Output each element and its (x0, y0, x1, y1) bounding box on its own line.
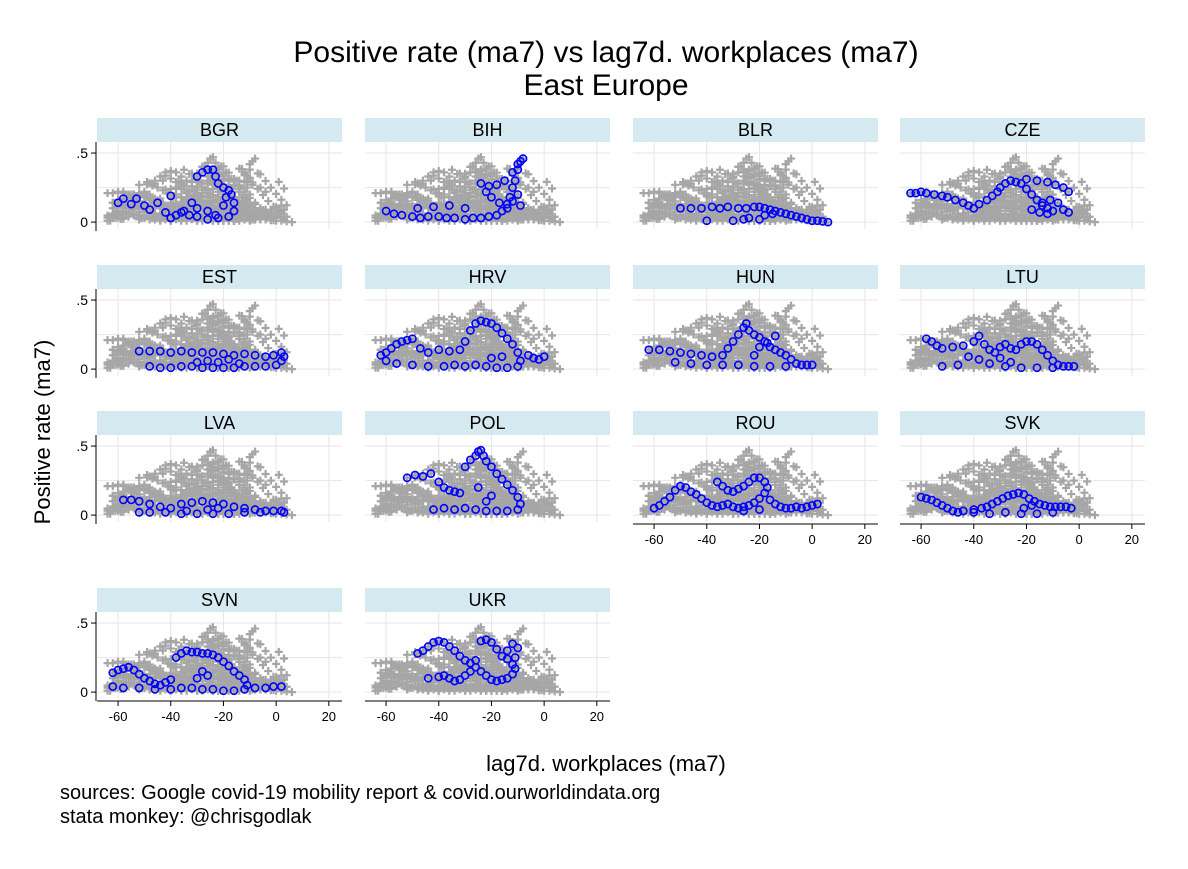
background-point (808, 190, 816, 198)
background-point (824, 365, 832, 373)
background-point (167, 167, 175, 175)
panel-title: EST (202, 267, 237, 287)
background-point (808, 337, 816, 345)
background-point (377, 336, 385, 344)
background-point (556, 365, 564, 373)
background-point (645, 336, 653, 344)
y-tick-label: .5 (76, 292, 88, 308)
background-point (435, 314, 443, 322)
background-point (813, 196, 821, 204)
background-point (377, 189, 385, 197)
x-axis-label: lag7d. workplaces (ma7) (486, 751, 726, 776)
background-point (530, 324, 538, 332)
background-point (1080, 196, 1088, 204)
author-note: stata monkey: @chrisgodlak (60, 806, 313, 828)
background-point (267, 184, 275, 192)
background-point (1083, 184, 1091, 192)
panel-title: BLR (738, 120, 773, 140)
background-point (172, 315, 180, 323)
background-point (288, 365, 296, 373)
panel-bgr: BGR 0 .5 (76, 118, 342, 231)
background-point (803, 331, 811, 339)
source-note: sources: Google covid-19 mobility report… (60, 782, 660, 804)
background-point (109, 189, 117, 197)
panel-title: CZE (1005, 120, 1041, 140)
background-point (703, 314, 711, 322)
background-point (262, 324, 270, 332)
background-point (708, 315, 716, 323)
background-point (548, 331, 556, 339)
background-point (816, 184, 824, 192)
background-point (1075, 190, 1083, 198)
panel-est: EST 0 .5 (76, 265, 342, 378)
panel-blr: BLR (633, 118, 878, 229)
panel-hrv: HRV (365, 265, 610, 376)
y-axis-label: Positive rate (ma7) (30, 340, 55, 525)
background-point (272, 190, 280, 198)
panel-title: HUN (736, 267, 775, 287)
chart-title: Positive rate (ma7) vs lag7d. workplaces… (293, 36, 918, 69)
background-point (167, 314, 175, 322)
background-point (703, 167, 711, 175)
background-point (272, 337, 280, 345)
background-point (970, 167, 978, 175)
background-point (532, 344, 540, 352)
background-point (440, 168, 448, 176)
background-point (800, 197, 808, 205)
y-tick-label: 0 (80, 214, 88, 230)
panel-title: BIH (472, 120, 502, 140)
background-point (645, 189, 653, 197)
background-point (535, 184, 543, 192)
background-point (803, 184, 811, 192)
background-point (280, 184, 288, 192)
background-point (435, 167, 443, 175)
panel-bih: BIH (365, 118, 610, 229)
background-point (532, 197, 540, 205)
background-point (800, 344, 808, 352)
background-point (975, 168, 983, 176)
panel-hun: HUN (633, 265, 878, 376)
panel-title: HRV (469, 267, 507, 287)
background-point (1091, 218, 1099, 226)
background-point (1065, 177, 1073, 185)
y-tick-label: 0 (80, 361, 88, 377)
background-point (535, 331, 543, 339)
background-point (708, 168, 716, 176)
background-point (798, 324, 806, 332)
background-point (1067, 197, 1075, 205)
background-point (540, 337, 548, 345)
background-point (545, 196, 553, 204)
background-point (109, 336, 117, 344)
background-point (813, 343, 821, 351)
background-point (280, 331, 288, 339)
background-point (556, 218, 564, 226)
background-point (264, 344, 272, 352)
background-point (530, 177, 538, 185)
background-point (545, 343, 553, 351)
background-point (288, 218, 296, 226)
background-point (440, 315, 448, 323)
background-point (548, 184, 556, 192)
chart-subtitle: East Europe (523, 69, 688, 102)
background-point (267, 331, 275, 339)
background-point (1070, 184, 1078, 192)
background-point (264, 197, 272, 205)
background-point (172, 168, 180, 176)
background-point (540, 190, 548, 198)
y-tick-label: .5 (76, 145, 88, 161)
panel-cze: CZE (900, 118, 1145, 229)
background-point (798, 177, 806, 185)
background-point (816, 331, 824, 339)
background-point (262, 177, 270, 185)
panel-title: BGR (200, 120, 239, 140)
background-point (277, 196, 285, 204)
